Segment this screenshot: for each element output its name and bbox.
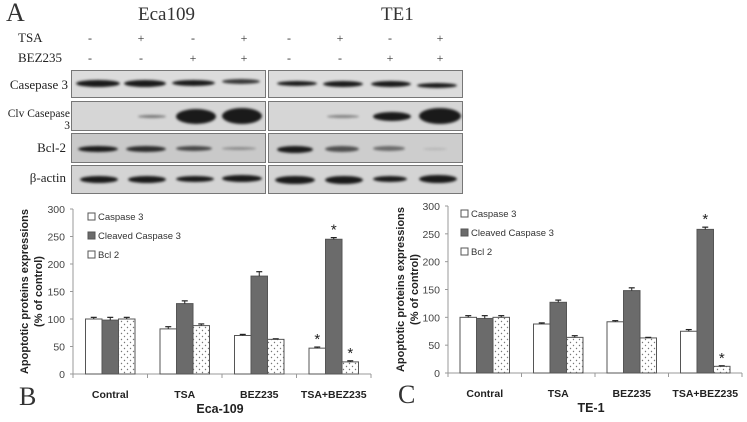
svg-text:*: *	[719, 350, 725, 367]
blot-panel-eca109	[71, 70, 266, 194]
svg-text:Cleaved Caspase 3: Cleaved Caspase 3	[98, 231, 181, 242]
treatment-sign: +	[436, 51, 444, 65]
svg-text:BEZ235: BEZ235	[240, 389, 279, 401]
treatment-sign: +	[336, 31, 344, 45]
blot-row-caspase3	[71, 70, 266, 98]
treatment-sign: -	[139, 51, 143, 65]
blot-label-cleaved-caspase3: Clv Casepase 3	[7, 108, 70, 132]
treatment-sign: -	[191, 31, 195, 45]
svg-text:TSA: TSA	[174, 389, 195, 401]
svg-text:200: 200	[422, 257, 440, 269]
treatment-sign: -	[88, 51, 92, 65]
svg-text:BEZ235: BEZ235	[612, 388, 651, 400]
svg-text:300: 300	[422, 201, 440, 213]
svg-text:*: *	[347, 345, 353, 362]
cell-line-title-eca109: Eca109	[138, 4, 195, 25]
blot-label-beta-actin: β-actin	[29, 170, 66, 185]
blot-label-bcl2: Bcl-2	[37, 140, 66, 155]
treatment-sign: -	[88, 31, 92, 45]
treatment-label-tsa: TSA	[18, 30, 43, 45]
treatment-label-bez235: BEZ235	[18, 50, 63, 65]
svg-text:Cleaved Caspase 3: Cleaved Caspase 3	[471, 228, 554, 239]
panel-label-c: C	[398, 380, 416, 409]
svg-text:50: 50	[428, 340, 440, 352]
svg-text:250: 250	[422, 229, 440, 241]
svg-text:300: 300	[47, 204, 65, 216]
svg-text:*: *	[702, 211, 708, 228]
svg-text:Caspase 3: Caspase 3	[471, 209, 516, 220]
svg-text:*: *	[314, 331, 320, 348]
svg-text:TSA+BEZ235: TSA+BEZ235	[301, 389, 367, 401]
treatment-sign: -	[287, 31, 291, 45]
svg-text:Contral: Contral	[466, 388, 503, 400]
treatment-sign: +	[137, 31, 145, 45]
chart-eca109: 0 50 100 150 200 250 300 Apoptotic proteins exp…	[0, 200, 380, 417]
panel-label-a: A	[6, 0, 25, 27]
treatment-sign: +	[436, 31, 444, 45]
treatment-sign: -	[287, 51, 291, 65]
blot-row-cleaved-caspase3	[268, 101, 463, 131]
cell-line-title-te1: TE1	[381, 4, 414, 25]
blot-panel-te1	[268, 70, 463, 194]
svg-text:200: 200	[47, 259, 65, 271]
svg-text:0: 0	[59, 369, 65, 381]
treatment-sign: -	[388, 31, 392, 45]
blot-label-caspase3: Casepase 3	[9, 77, 68, 92]
treatment-sign: +	[386, 51, 394, 65]
treatment-sign: -	[338, 51, 342, 65]
svg-text:Bcl 2: Bcl 2	[471, 247, 492, 258]
blot-row-bcl2	[71, 133, 266, 163]
svg-text:0: 0	[434, 368, 440, 380]
treatment-sign: +	[240, 51, 248, 65]
svg-text:100: 100	[47, 314, 65, 326]
treatment-sign: +	[189, 51, 197, 65]
blot-row-caspase3	[268, 70, 463, 98]
svg-text:100: 100	[422, 312, 440, 324]
svg-text:Contral: Contral	[92, 389, 129, 401]
treatment-sign: +	[240, 31, 248, 45]
chart-te1: 0 50 100 150 200 250 300 Apoptotic proteins exp…	[380, 200, 747, 417]
blot-row-cleaved-caspase3	[71, 101, 266, 131]
svg-text:Apoptotic proteins expressions: Apoptotic proteins expressions (% of cont…	[395, 207, 421, 372]
svg-text:250: 250	[47, 232, 65, 244]
svg-text:50: 50	[53, 342, 65, 354]
svg-text:150: 150	[47, 287, 65, 299]
svg-text:TSA: TSA	[548, 388, 569, 400]
svg-text:TSA+BEZ235: TSA+BEZ235	[672, 388, 738, 400]
blot-row-beta-actin	[268, 165, 463, 194]
panel-label-b: B	[19, 382, 37, 411]
svg-text:150: 150	[422, 285, 440, 297]
svg-text:Caspase 3: Caspase 3	[98, 212, 143, 223]
blot-row-bcl2	[268, 133, 463, 163]
svg-text:Bcl 2: Bcl 2	[98, 250, 119, 261]
blot-row-beta-actin	[71, 165, 266, 194]
svg-text:TE-1: TE-1	[577, 401, 604, 415]
svg-text:*: *	[331, 222, 337, 239]
svg-text:Eca-109: Eca-109	[196, 402, 243, 416]
svg-text:Apoptotic proteins expressions: Apoptotic proteins expressions (% of cont…	[19, 209, 45, 374]
